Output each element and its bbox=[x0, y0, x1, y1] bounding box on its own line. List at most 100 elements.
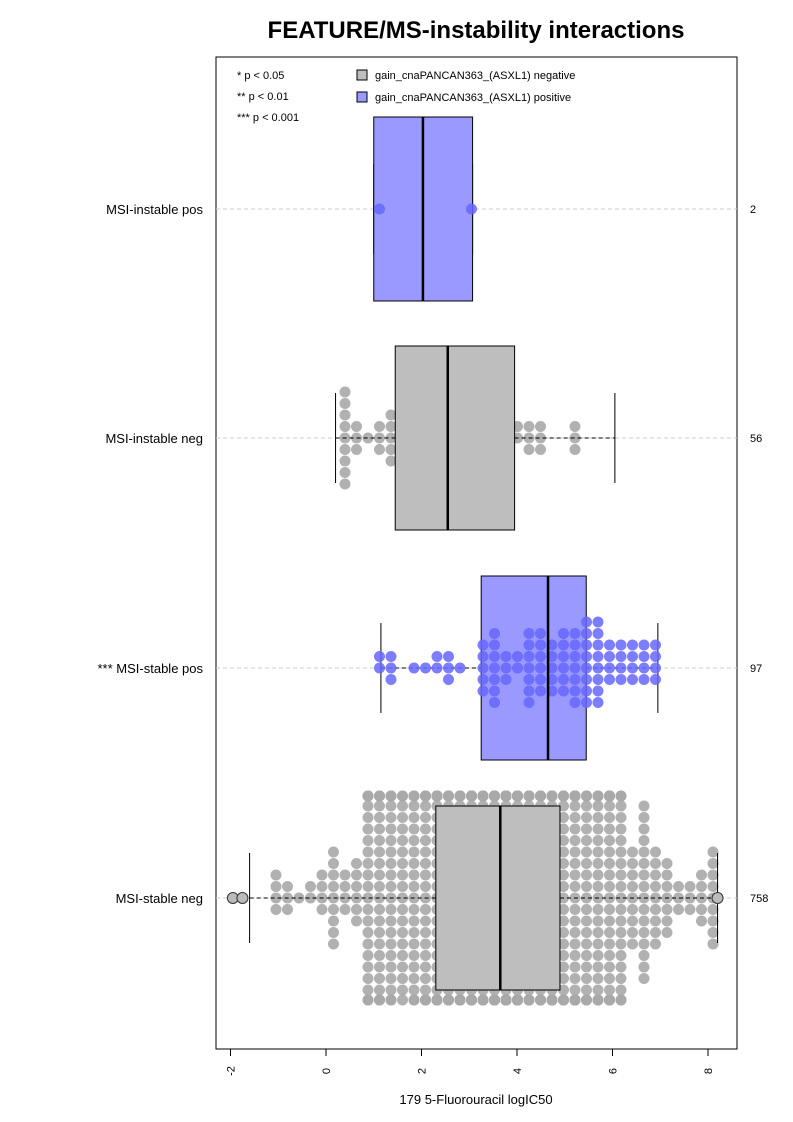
data-point bbox=[362, 984, 374, 996]
data-point bbox=[535, 994, 546, 1006]
data-point bbox=[420, 790, 431, 802]
data-point bbox=[535, 651, 546, 662]
data-point bbox=[638, 800, 650, 812]
data-point bbox=[362, 881, 374, 892]
data-point bbox=[408, 984, 420, 996]
data-point bbox=[650, 651, 661, 662]
outlier-point bbox=[236, 892, 249, 904]
data-point bbox=[523, 790, 535, 802]
data-point bbox=[650, 915, 661, 927]
data-point bbox=[707, 938, 719, 950]
data-point bbox=[362, 812, 374, 823]
data-point bbox=[569, 869, 581, 881]
data-point bbox=[592, 616, 604, 628]
group-label: MSI-instable neg bbox=[105, 431, 203, 446]
data-point bbox=[489, 697, 500, 708]
data-point bbox=[351, 881, 362, 892]
data-point bbox=[638, 961, 650, 973]
data-point bbox=[638, 881, 650, 892]
data-point bbox=[569, 651, 581, 662]
data-point bbox=[397, 915, 408, 927]
data-point bbox=[615, 927, 627, 938]
data-point bbox=[362, 869, 374, 881]
data-point bbox=[592, 628, 604, 639]
data-point bbox=[592, 697, 604, 708]
data-point bbox=[385, 846, 397, 858]
data-point bbox=[408, 869, 420, 881]
data-point bbox=[558, 790, 569, 802]
data-point bbox=[604, 662, 615, 674]
data-point bbox=[650, 927, 661, 938]
data-point bbox=[328, 938, 339, 950]
data-point bbox=[397, 812, 408, 823]
data-point bbox=[707, 904, 719, 915]
data-point bbox=[638, 973, 650, 984]
data-point bbox=[558, 973, 569, 984]
data-point bbox=[339, 881, 351, 892]
data-point bbox=[650, 846, 661, 858]
data-point bbox=[604, 674, 615, 685]
data-point bbox=[454, 994, 466, 1006]
data-point bbox=[581, 812, 592, 823]
data-point bbox=[362, 800, 374, 812]
data-point bbox=[592, 790, 604, 802]
data-point bbox=[408, 938, 420, 950]
data-point bbox=[362, 904, 374, 915]
data-point bbox=[397, 881, 408, 892]
data-point bbox=[431, 790, 443, 802]
data-point bbox=[638, 927, 650, 938]
data-point bbox=[638, 835, 650, 846]
x-tick-label: 6 bbox=[608, 1068, 620, 1074]
data-point bbox=[638, 869, 650, 881]
data-point bbox=[638, 858, 650, 869]
data-point bbox=[397, 927, 408, 938]
data-point bbox=[581, 915, 592, 927]
data-point bbox=[282, 904, 293, 915]
data-point bbox=[339, 455, 351, 467]
data-point bbox=[374, 662, 385, 674]
legend-swatch bbox=[356, 69, 368, 81]
data-point bbox=[374, 881, 385, 892]
data-point bbox=[707, 927, 719, 938]
data-point bbox=[673, 904, 684, 915]
x-tick-label: 2 bbox=[417, 1068, 429, 1074]
data-point bbox=[374, 984, 385, 996]
data-point bbox=[615, 892, 627, 904]
box-fill bbox=[435, 806, 560, 990]
data-point bbox=[707, 846, 719, 858]
data-point bbox=[661, 927, 673, 938]
data-point bbox=[339, 869, 351, 881]
data-point bbox=[374, 651, 385, 662]
data-point bbox=[569, 881, 581, 892]
data-point bbox=[581, 800, 592, 812]
data-point bbox=[581, 674, 592, 685]
data-point bbox=[650, 904, 661, 915]
data-point bbox=[569, 915, 581, 927]
data-point bbox=[615, 950, 627, 961]
data-point bbox=[385, 973, 397, 984]
data-point bbox=[569, 444, 581, 455]
data-point bbox=[592, 915, 604, 927]
data-point bbox=[707, 881, 719, 892]
legend-swatch bbox=[356, 91, 368, 103]
data-point bbox=[569, 994, 581, 1006]
data-point bbox=[581, 858, 592, 869]
data-point bbox=[328, 927, 339, 938]
legend: * p < 0.05 ** p < 0.01 *** p < 0.001 gain_c… bbox=[237, 69, 575, 124]
data-point bbox=[546, 994, 558, 1006]
data-point bbox=[592, 858, 604, 869]
group-label: MSI-instable pos bbox=[106, 202, 203, 217]
data-point bbox=[650, 858, 661, 869]
data-point bbox=[512, 651, 523, 662]
data-point bbox=[615, 938, 627, 950]
data-point bbox=[420, 973, 431, 984]
data-point bbox=[397, 835, 408, 846]
data-point bbox=[558, 639, 569, 651]
data-point bbox=[523, 639, 535, 651]
data-point bbox=[592, 984, 604, 996]
data-point bbox=[351, 904, 362, 915]
data-point bbox=[362, 994, 374, 1006]
data-point bbox=[615, 639, 627, 651]
data-point bbox=[523, 421, 535, 432]
data-point bbox=[558, 961, 569, 973]
